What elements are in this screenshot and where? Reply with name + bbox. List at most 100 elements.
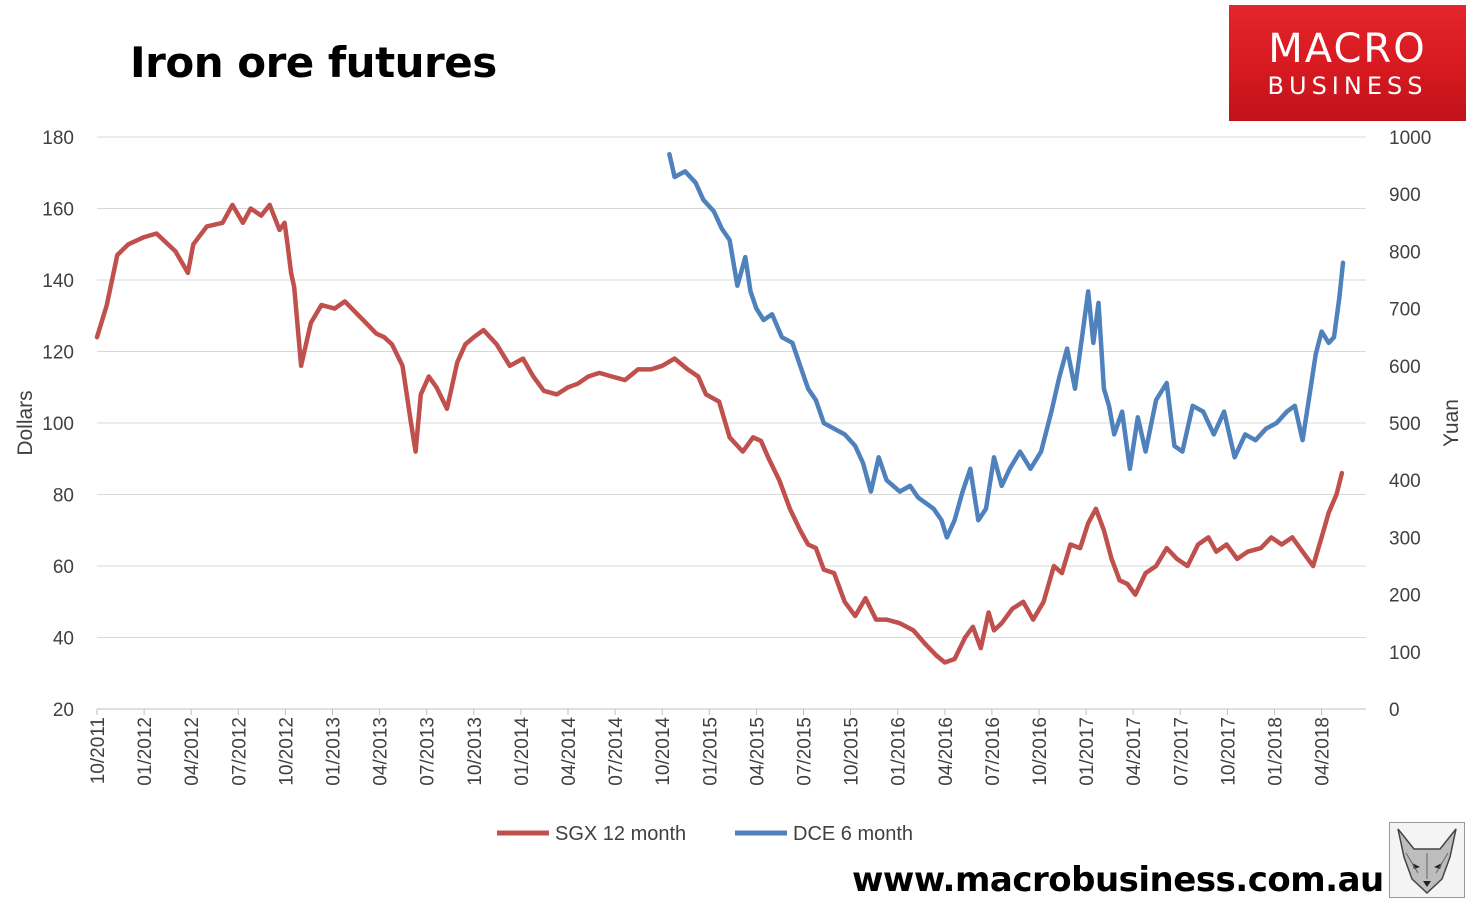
data-point: [749, 289, 752, 293]
data-point: [419, 392, 423, 396]
x-tick-label: 07/2016: [983, 717, 1004, 786]
data-point: [1091, 341, 1095, 345]
x-tick-label: 04/2017: [1124, 717, 1145, 786]
data-point: [1280, 543, 1284, 546]
data-point: [445, 407, 449, 411]
data-point: [979, 646, 983, 650]
data-point: [289, 271, 293, 275]
data-point: [940, 518, 943, 522]
data-point: [660, 364, 664, 368]
data-point: [806, 543, 810, 546]
y2-tick-label: 200: [1389, 586, 1421, 607]
data-point: [374, 332, 378, 336]
data-point: [696, 375, 700, 378]
data-point: [1031, 618, 1035, 622]
data-point: [576, 382, 580, 386]
data-point: [333, 307, 337, 311]
data-point: [1154, 564, 1158, 568]
data-point: [843, 432, 847, 436]
data-point: [278, 228, 281, 232]
data-point: [1320, 535, 1324, 539]
legend: SGX 12 month DCE 6 month: [497, 823, 913, 845]
data-point: [1128, 467, 1132, 471]
data-point: [843, 600, 847, 604]
data-point: [623, 378, 627, 382]
data-point: [1010, 607, 1014, 611]
brand-line-1: MACRO: [1268, 26, 1427, 72]
data-point: [1233, 455, 1237, 459]
x-tick-label: 01/2016: [889, 717, 910, 786]
y2-tick-label: 500: [1389, 414, 1421, 435]
data-point: [1018, 450, 1022, 454]
data-point: [911, 628, 915, 632]
data-point: [482, 328, 486, 332]
data-point: [1112, 432, 1116, 436]
x-tick-label: 07/2013: [418, 717, 439, 786]
y-tick-label: 180: [42, 128, 74, 149]
data-point: [1180, 450, 1184, 454]
y2-axis-title: Yuan: [1440, 399, 1463, 447]
data-point: [1165, 546, 1169, 550]
data-point: [788, 507, 792, 511]
data-point: [1008, 467, 1012, 471]
gridlines: [97, 136, 1366, 638]
y2-tick-label: 100: [1389, 643, 1421, 664]
data-point: [984, 507, 988, 511]
axis-labels: 20 40 60 80 100 120 140 160 180 0 100 200 300 400 500 6…: [14, 128, 1463, 786]
data-point: [1320, 330, 1324, 333]
data-point: [916, 495, 920, 499]
data-point: [806, 387, 810, 391]
data-point: [943, 661, 947, 664]
data-point: [472, 335, 476, 339]
data-point: [704, 392, 708, 396]
data-point: [898, 490, 902, 494]
data-point: [286, 242, 289, 246]
data-point: [299, 364, 303, 368]
y-tick-label: 60: [53, 557, 74, 578]
data-point: [953, 518, 957, 522]
x-tick-label: 04/2015: [747, 717, 768, 786]
y-tick-label: 140: [42, 271, 74, 292]
x-tick-label: 04/2013: [371, 717, 392, 786]
data-point: [720, 227, 724, 230]
series-line-sgx: [94, 202, 1345, 665]
data-point: [1118, 578, 1122, 582]
data-point: [1094, 507, 1098, 511]
y2-tick-label: 1000: [1389, 128, 1431, 149]
data-point: [898, 621, 902, 625]
data-point: [1191, 404, 1195, 408]
y-tick-label: 100: [42, 414, 74, 435]
data-point: [1186, 564, 1189, 568]
data-point: [814, 546, 818, 550]
data-point: [814, 398, 818, 402]
data-point: [309, 321, 313, 325]
data-point: [126, 242, 130, 246]
data-point: [353, 310, 357, 314]
y2-tick-label: 400: [1389, 471, 1421, 492]
data-point: [694, 181, 698, 185]
data-point: [1165, 381, 1169, 385]
data-point: [770, 312, 774, 316]
data-point: [932, 507, 936, 511]
data-point: [1107, 404, 1111, 408]
data-point: [1259, 546, 1263, 550]
data-point: [174, 249, 177, 253]
data-point: [1201, 410, 1205, 414]
data-point: [1340, 471, 1344, 475]
data-point: [1243, 432, 1247, 436]
y2-tick-label: 900: [1389, 185, 1421, 206]
data-point: [1327, 510, 1331, 514]
data-point: [1060, 571, 1064, 575]
y-tick-label: 80: [53, 486, 74, 507]
y-tick-label: 20: [53, 700, 74, 721]
data-point: [759, 439, 763, 443]
x-tick-label: 10/2011: [88, 717, 109, 784]
data-point: [743, 255, 747, 259]
y2-tick-label: 300: [1389, 528, 1421, 549]
data-point: [463, 342, 467, 346]
data-point: [495, 342, 499, 346]
data-point: [191, 242, 195, 246]
data-point: [1311, 564, 1315, 568]
chart-title: Iron ore futures: [130, 38, 497, 87]
